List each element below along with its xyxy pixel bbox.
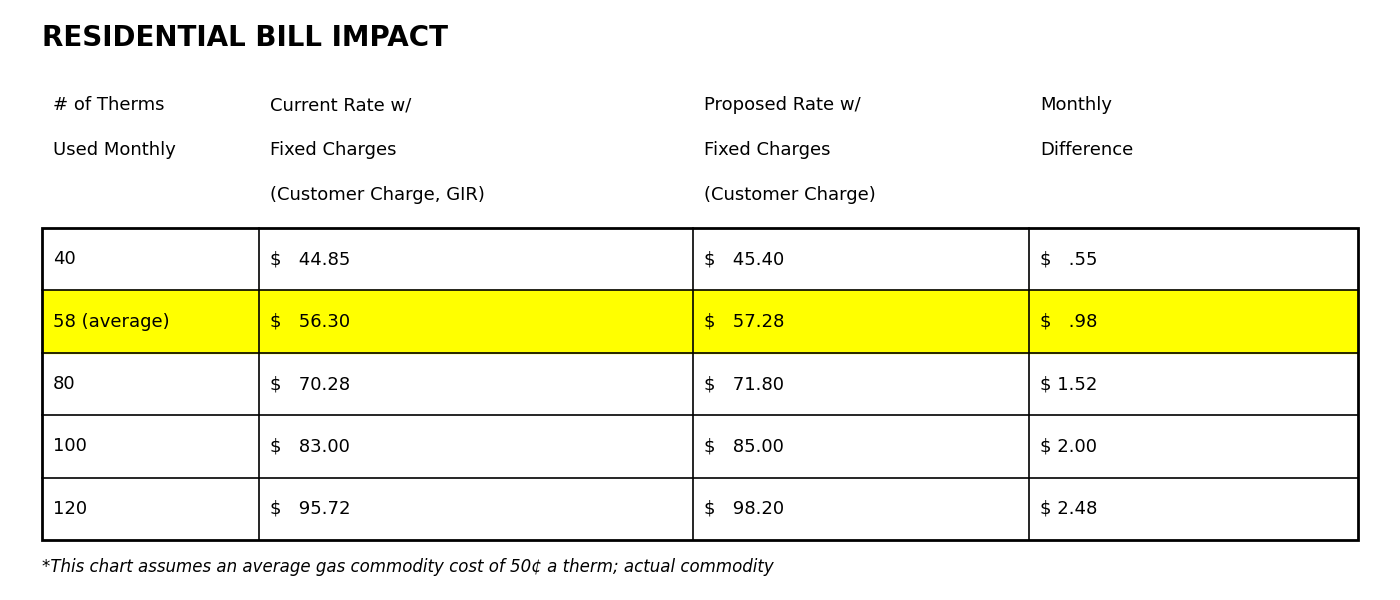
Text: Fixed Charges: Fixed Charges bbox=[270, 141, 396, 159]
Text: $   98.20: $ 98.20 bbox=[704, 500, 784, 518]
Text: (Customer Charge): (Customer Charge) bbox=[704, 186, 876, 204]
Text: Monthly: Monthly bbox=[1040, 96, 1112, 114]
Text: 100: 100 bbox=[53, 437, 87, 455]
Text: $   45.40: $ 45.40 bbox=[704, 250, 784, 268]
Text: $   83.00: $ 83.00 bbox=[270, 437, 350, 455]
Text: $   95.72: $ 95.72 bbox=[270, 500, 350, 518]
Text: (Customer Charge, GIR): (Customer Charge, GIR) bbox=[270, 186, 484, 204]
Text: 40: 40 bbox=[53, 250, 76, 268]
Text: $   56.30: $ 56.30 bbox=[270, 313, 350, 331]
Text: $   44.85: $ 44.85 bbox=[270, 250, 350, 268]
Bar bbox=[42, 290, 1358, 353]
Text: $   71.80: $ 71.80 bbox=[704, 375, 784, 393]
Bar bbox=[42, 228, 1358, 540]
Text: $ 1.52: $ 1.52 bbox=[1040, 375, 1098, 393]
Text: 120: 120 bbox=[53, 500, 87, 518]
Text: Difference: Difference bbox=[1040, 141, 1134, 159]
Text: $ 2.48: $ 2.48 bbox=[1040, 500, 1098, 518]
Text: $   57.28: $ 57.28 bbox=[704, 313, 784, 331]
Text: Proposed Rate w/: Proposed Rate w/ bbox=[704, 96, 861, 114]
Text: $   .98: $ .98 bbox=[1040, 313, 1098, 331]
Text: *This chart assumes an average gas commodity cost of 50¢ a therm; actual commodi: *This chart assumes an average gas commo… bbox=[42, 558, 774, 576]
Text: $   85.00: $ 85.00 bbox=[704, 437, 784, 455]
Text: $   70.28: $ 70.28 bbox=[270, 375, 350, 393]
Text: $   .55: $ .55 bbox=[1040, 250, 1098, 268]
Text: $ 2.00: $ 2.00 bbox=[1040, 437, 1098, 455]
Text: 58 (average): 58 (average) bbox=[53, 313, 169, 331]
Text: Fixed Charges: Fixed Charges bbox=[704, 141, 830, 159]
Text: Used Monthly: Used Monthly bbox=[53, 141, 176, 159]
Text: Current Rate w/: Current Rate w/ bbox=[270, 96, 412, 114]
Text: # of Therms: # of Therms bbox=[53, 96, 165, 114]
Text: RESIDENTIAL BILL IMPACT: RESIDENTIAL BILL IMPACT bbox=[42, 24, 448, 52]
Text: 80: 80 bbox=[53, 375, 76, 393]
